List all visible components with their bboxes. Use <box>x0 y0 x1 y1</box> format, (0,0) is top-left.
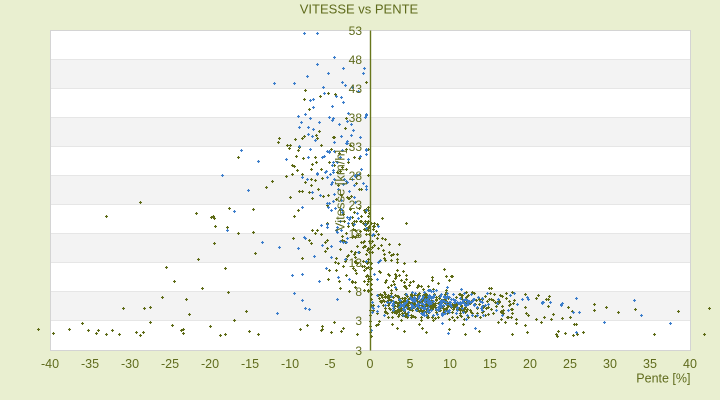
svg-text:-25: -25 <box>161 357 179 371</box>
svg-text:-40: -40 <box>41 357 59 371</box>
svg-text:3: 3 <box>355 314 362 328</box>
svg-text:38: 38 <box>349 111 363 125</box>
svg-text:0: 0 <box>367 357 374 371</box>
svg-text:-10: -10 <box>281 357 299 371</box>
svg-text:28: 28 <box>349 169 363 183</box>
svg-text:-15: -15 <box>241 357 259 371</box>
svg-text:13: 13 <box>349 256 363 270</box>
svg-text:48: 48 <box>349 53 363 67</box>
svg-text:40: 40 <box>683 357 697 371</box>
svg-text:-5: -5 <box>324 357 335 371</box>
svg-text:33: 33 <box>349 140 363 154</box>
svg-text:-20: -20 <box>201 357 219 371</box>
svg-text:43: 43 <box>349 82 363 96</box>
svg-text:18: 18 <box>349 227 363 241</box>
svg-text:Vitesse [km/h]: Vitesse [km/h] <box>333 150 348 231</box>
svg-text:15: 15 <box>483 357 497 371</box>
svg-text:8: 8 <box>355 285 362 299</box>
svg-text:3: 3 <box>355 344 362 358</box>
svg-text:-30: -30 <box>121 357 139 371</box>
svg-text:5: 5 <box>407 357 414 371</box>
svg-text:VITESSE vs PENTE: VITESSE vs PENTE <box>300 2 419 17</box>
svg-text:-35: -35 <box>81 357 99 371</box>
svg-text:35: 35 <box>643 357 657 371</box>
svg-text:25: 25 <box>563 357 577 371</box>
svg-text:30: 30 <box>603 357 617 371</box>
svg-text:Pente [%]: Pente [%] <box>636 372 690 386</box>
svg-text:23: 23 <box>349 198 363 212</box>
svg-text:20: 20 <box>523 357 537 371</box>
svg-text:53: 53 <box>349 24 363 38</box>
svg-text:10: 10 <box>443 357 457 371</box>
